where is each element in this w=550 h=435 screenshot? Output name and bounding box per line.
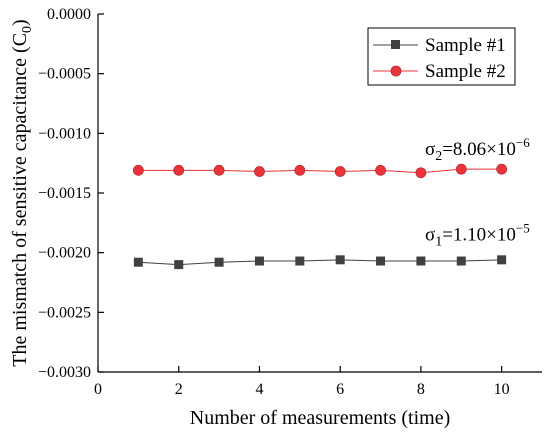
y-axis-title-main: The mismatch of sensitive capacitance (C: [9, 33, 31, 367]
data-point-sample-2: [173, 164, 185, 176]
y-axis-title-close: ): [9, 19, 31, 26]
data-point-sample-2: [254, 166, 265, 177]
y-axis-title: The mismatch of sensitive capacitance (C…: [9, 19, 35, 366]
y-tick-label: −0.0025: [38, 304, 91, 321]
data-point-sample-2: [375, 164, 386, 176]
x-axis-ticks: 0 2 4 6 8 10: [94, 366, 510, 398]
data-point-sample-1: [214, 257, 224, 267]
sigma-annotation-2: σ1=1.10×10−5: [425, 221, 530, 250]
y-axis-ticks: 0.0000 −0.0005 −0.0010 −0.0015 −0.0020 −0.002…: [38, 6, 104, 381]
legend-marker-sample-2: [390, 65, 402, 77]
y-tick-label: −0.0030: [38, 364, 91, 381]
series-line-sample-1: [138, 259, 502, 266]
legend-box: [367, 27, 516, 86]
annotation-exponent: −5: [516, 221, 530, 236]
annotation-symbol: σ: [425, 225, 435, 246]
data-point-sample-1: [376, 256, 386, 266]
data-point-sample-1: [456, 256, 466, 266]
data-point-sample-2: [132, 164, 144, 176]
x-tick-label: 8: [417, 381, 425, 398]
data-point-sample-2: [294, 164, 306, 176]
sigma-annotation-1: σ2=8.06×10−6: [425, 135, 530, 164]
series-line-sample-2: [138, 168, 502, 174]
annotation-exponent: −6: [516, 135, 530, 150]
x-tick-label: 4: [255, 381, 263, 398]
x-tick-label: 10: [494, 381, 510, 398]
y-tick-label: −0.0015: [38, 185, 91, 202]
annotation-value: =1.10×10: [442, 225, 516, 246]
y-tick-label: −0.0010: [38, 125, 91, 142]
series-layer: [132, 163, 508, 270]
data-point-sample-1: [497, 255, 507, 265]
data-point-sample-1: [335, 255, 345, 265]
data-point-sample-1: [174, 260, 184, 270]
x-axis-title: Number of measurements (time): [190, 407, 450, 429]
legend-label-sample-1: Sample #1: [425, 35, 506, 56]
annotations: σ2=8.06×10−6σ1=1.10×10−5: [425, 135, 530, 250]
annotation-subscript: 2: [435, 149, 442, 164]
data-point-sample-1: [254, 256, 264, 266]
data-point-sample-1: [416, 256, 426, 266]
annotation-subscript: 1: [435, 235, 442, 250]
data-point-sample-2: [334, 166, 346, 177]
legend: Sample #1 Sample #2: [367, 27, 516, 86]
annotation-symbol: σ: [425, 139, 435, 160]
y-tick-label: −0.0005: [38, 66, 91, 83]
y-tick-label: 0.0000: [47, 6, 91, 23]
data-point-sample-1: [133, 257, 143, 267]
data-point-sample-2: [496, 163, 508, 175]
y-tick-label: −0.0020: [38, 245, 91, 262]
annotation-value: =8.06×10: [442, 139, 516, 160]
legend-label-sample-2: Sample #2: [425, 61, 506, 82]
x-tick-label: 6: [336, 381, 344, 398]
x-tick-label: 2: [175, 381, 183, 398]
data-point-sample-2: [415, 167, 427, 179]
legend-marker-sample-1: [391, 40, 400, 49]
data-point-sample-2: [213, 164, 225, 176]
data-point-sample-1: [295, 256, 305, 266]
y-axis-title-subscript: 0: [20, 26, 35, 33]
x-tick-label: 0: [94, 381, 102, 398]
data-point-sample-2: [455, 163, 467, 175]
